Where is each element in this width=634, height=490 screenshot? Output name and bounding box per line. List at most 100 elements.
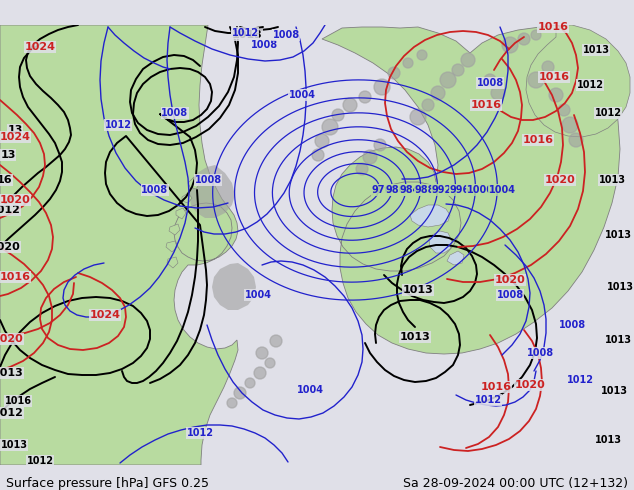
Text: 1012: 1012	[576, 80, 604, 90]
Circle shape	[265, 358, 275, 368]
Polygon shape	[410, 205, 450, 227]
Text: 1004: 1004	[297, 385, 323, 395]
Circle shape	[518, 33, 530, 45]
Circle shape	[374, 79, 390, 95]
Text: 1012: 1012	[27, 456, 53, 466]
Circle shape	[332, 109, 344, 121]
Text: 1016: 1016	[470, 100, 501, 110]
Circle shape	[388, 67, 400, 79]
Text: 1016: 1016	[4, 396, 32, 406]
Text: 1016: 1016	[538, 72, 569, 82]
Text: 1000: 1000	[467, 185, 493, 195]
Circle shape	[254, 367, 266, 379]
Text: 1008: 1008	[476, 78, 503, 88]
Text: 1013: 1013	[598, 175, 626, 185]
Text: 1016: 1016	[538, 22, 569, 32]
Text: 1008: 1008	[195, 175, 221, 185]
Text: 1016: 1016	[522, 135, 553, 145]
Circle shape	[562, 117, 578, 133]
Circle shape	[491, 86, 505, 100]
Text: 996: 996	[450, 185, 470, 195]
Circle shape	[569, 133, 583, 147]
Circle shape	[502, 37, 518, 53]
Text: 1008: 1008	[526, 348, 553, 358]
Polygon shape	[169, 224, 180, 235]
Text: 1013: 1013	[595, 435, 621, 445]
Text: 1008: 1008	[496, 290, 524, 300]
Text: Surface pressure [hPa] GFS 0.25: Surface pressure [hPa] GFS 0.25	[6, 477, 209, 490]
Bar	[0, 473, 634, 490]
Text: 1013: 1013	[604, 335, 631, 345]
Polygon shape	[167, 257, 178, 268]
Polygon shape	[447, 251, 464, 265]
Text: 980: 980	[386, 185, 406, 195]
Text: 1013: 1013	[600, 386, 628, 396]
Text: 1020: 1020	[495, 275, 526, 285]
Text: 1013: 1013	[1, 440, 27, 450]
Text: 1024: 1024	[0, 132, 30, 142]
Text: Sa 28-09-2024 00:00 UTC (12+132): Sa 28-09-2024 00:00 UTC (12+132)	[403, 477, 628, 490]
Text: 1020: 1020	[515, 380, 545, 390]
Polygon shape	[322, 25, 620, 354]
Text: 1004: 1004	[288, 90, 316, 100]
Polygon shape	[0, 25, 238, 465]
Text: 1012: 1012	[567, 375, 593, 385]
Circle shape	[542, 61, 554, 73]
Polygon shape	[188, 177, 200, 189]
Text: 1012: 1012	[474, 395, 501, 405]
Text: 1013: 1013	[607, 282, 633, 292]
Circle shape	[452, 64, 464, 76]
Text: 1024: 1024	[89, 310, 120, 320]
Polygon shape	[182, 193, 192, 203]
Circle shape	[315, 134, 329, 148]
Text: 1008: 1008	[252, 40, 278, 50]
Text: 976: 976	[372, 185, 392, 195]
Polygon shape	[212, 263, 256, 310]
Text: 1013: 1013	[399, 332, 430, 342]
Text: 1008: 1008	[162, 108, 188, 118]
Text: 1004: 1004	[245, 290, 271, 300]
Text: 988: 988	[415, 185, 436, 195]
Text: 1012: 1012	[595, 108, 621, 118]
Circle shape	[558, 104, 570, 116]
Circle shape	[417, 50, 427, 60]
Text: 1020: 1020	[0, 334, 23, 344]
Circle shape	[403, 58, 413, 68]
Text: 1016: 1016	[481, 382, 512, 392]
Circle shape	[356, 163, 368, 175]
Text: 1020: 1020	[0, 195, 30, 205]
Circle shape	[363, 150, 377, 164]
Text: 13: 13	[0, 150, 16, 160]
Text: 1012: 1012	[0, 408, 23, 418]
Circle shape	[440, 72, 456, 88]
Circle shape	[422, 99, 434, 111]
Circle shape	[410, 109, 426, 125]
Text: 1013: 1013	[0, 368, 23, 378]
Polygon shape	[189, 165, 235, 218]
Circle shape	[322, 119, 338, 135]
Text: 1013: 1013	[583, 45, 609, 55]
Text: 1004: 1004	[489, 185, 515, 195]
Text: 16: 16	[0, 175, 13, 185]
Text: 1012: 1012	[186, 428, 214, 438]
Text: 13: 13	[8, 125, 23, 135]
Text: 1012: 1012	[0, 205, 20, 215]
Circle shape	[343, 98, 357, 112]
Text: 1013: 1013	[231, 30, 262, 40]
Circle shape	[461, 53, 475, 67]
Polygon shape	[166, 241, 177, 252]
Text: 1013: 1013	[604, 230, 631, 240]
Circle shape	[531, 30, 541, 40]
Text: 1016: 1016	[0, 272, 30, 282]
Text: 1020: 1020	[0, 242, 20, 252]
Circle shape	[431, 86, 445, 100]
Text: 984: 984	[400, 185, 420, 195]
Polygon shape	[429, 231, 452, 253]
Polygon shape	[176, 208, 186, 219]
Circle shape	[359, 91, 371, 103]
Text: 1013: 1013	[403, 285, 434, 295]
Text: 1008: 1008	[141, 185, 169, 195]
Text: 992: 992	[432, 185, 452, 195]
Circle shape	[484, 74, 496, 86]
Circle shape	[245, 378, 255, 388]
